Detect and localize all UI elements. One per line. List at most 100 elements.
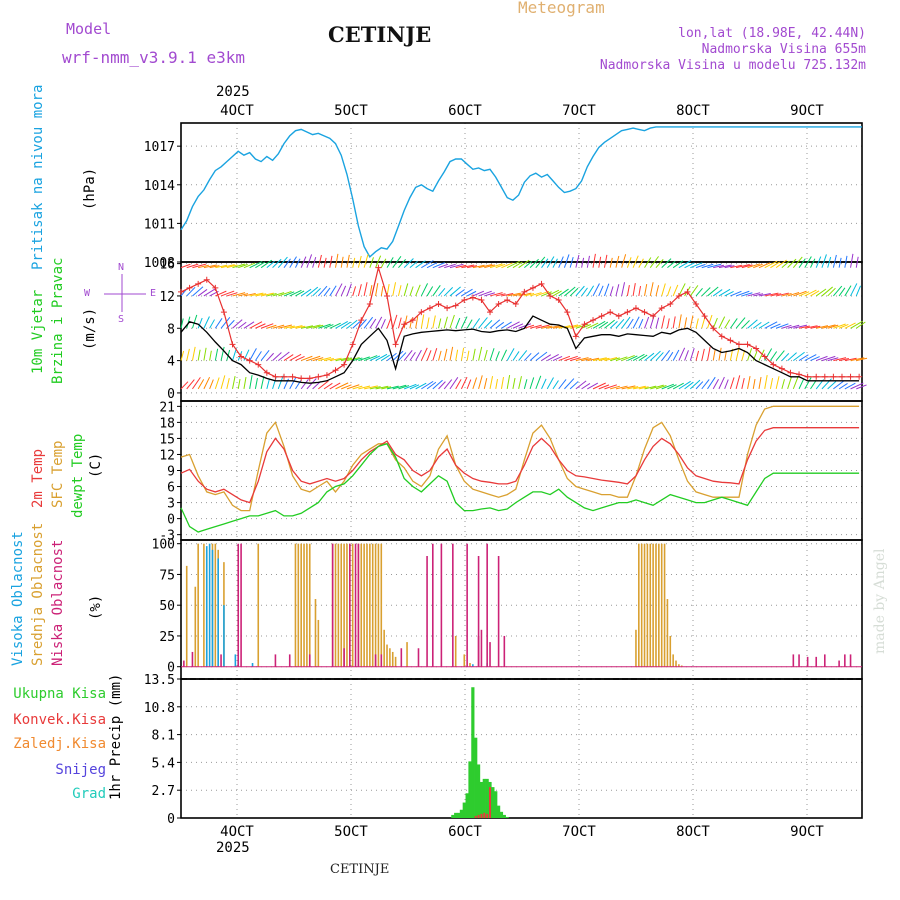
wind-barb [570, 357, 581, 362]
wind-barb [472, 290, 485, 297]
gust-marker [667, 301, 674, 308]
legend-graupel: Grad [72, 786, 106, 802]
wind-barb [518, 292, 532, 297]
wind-barb [644, 352, 655, 361]
gust-marker [787, 369, 794, 376]
total-precip-bar [499, 811, 504, 818]
wind-barb [215, 290, 227, 297]
total-precip-bar [454, 812, 458, 818]
wind-barb [558, 288, 569, 297]
wind-barb [438, 263, 449, 269]
wind-barb [661, 258, 672, 269]
wind-barb [650, 384, 664, 390]
wind-label-2: Brzina i Pravac [50, 257, 66, 384]
gust-marker [504, 296, 511, 303]
gust-marker [744, 341, 751, 348]
wind-barb [214, 318, 223, 329]
temp-label-sfc: SFC Temp [50, 440, 66, 508]
wind-barb [741, 292, 753, 297]
gust-marker [306, 375, 313, 382]
top-year-label: 2025 [216, 84, 250, 100]
wind-barb [604, 384, 617, 390]
tick-label-temp-4: 9 [167, 465, 175, 480]
wind-barb [821, 324, 836, 329]
gust-marker [813, 373, 820, 380]
gust-marker [624, 309, 631, 316]
wind-barb [615, 318, 625, 329]
conv-precip-bar [483, 812, 486, 818]
wind-barb [483, 378, 488, 389]
wind-barb [609, 257, 613, 268]
total-precip-bar [471, 687, 475, 818]
wind-barb [501, 292, 514, 297]
wind-barb [260, 323, 274, 329]
wind-barb [266, 324, 277, 329]
wind-barb [432, 262, 445, 269]
tick-label-wind-1: 12 [159, 290, 175, 305]
wind-barb [249, 260, 263, 269]
wind-barb [770, 323, 781, 329]
wind-barb [524, 324, 535, 329]
wind-barb [203, 347, 207, 361]
wind-barb [478, 290, 492, 297]
wind-barb [741, 264, 753, 269]
wind-barb [678, 380, 691, 390]
legend-frozen-rain: Zaledj.Kisa [13, 736, 106, 752]
wind-barb [712, 379, 719, 390]
wind-barb [672, 382, 684, 390]
wind-barb [810, 356, 820, 362]
wind-barb [769, 377, 774, 389]
wind-barb [191, 314, 198, 329]
wind-barb [398, 352, 407, 361]
wind-barb [810, 258, 816, 268]
wind-barb [575, 357, 589, 362]
wind-barb [621, 354, 635, 362]
day-label-top-2: 6OCT [448, 103, 482, 119]
wind-barb [317, 254, 322, 268]
gust-marker [418, 309, 425, 316]
wind-barb [209, 350, 212, 361]
wind-barb [249, 292, 264, 297]
wind-barb [500, 376, 505, 389]
wind-barb [438, 350, 442, 361]
wind-barb [467, 265, 478, 269]
model-altitude-label: Nadmorska Visina u modelu 725.132m [599, 58, 866, 73]
gust-marker [521, 288, 528, 295]
wind-barb [426, 381, 437, 390]
wind-barb [180, 263, 191, 269]
wind-barb [375, 385, 389, 390]
wind-barb [197, 379, 205, 390]
wind-barb [506, 260, 520, 269]
wind-barb [438, 381, 446, 390]
wind-barb [272, 352, 282, 361]
wind-barb [432, 285, 441, 297]
wind-barb [581, 382, 591, 390]
wind-barb [581, 358, 592, 362]
gust-marker [590, 317, 597, 324]
wind-barb [380, 258, 387, 268]
wind-barb [855, 321, 866, 329]
tick-label-cloud-3: 25 [159, 630, 175, 645]
wind-barb [449, 377, 459, 390]
gust-marker [220, 309, 227, 316]
wind-barb [283, 258, 291, 268]
wind-barb [770, 261, 781, 269]
wind-barb [575, 254, 580, 268]
wind-barb [855, 285, 862, 297]
wind-barb [512, 323, 524, 329]
wind-barb [581, 324, 592, 329]
wind-barb [243, 321, 255, 329]
wind-barb [672, 260, 684, 269]
wind-barb [558, 379, 567, 390]
wind-barb [672, 316, 676, 329]
wind-barb [787, 324, 800, 329]
wind-barb [832, 254, 837, 268]
wind-barb [523, 379, 528, 390]
legend-conv-rain: Konvek.Kisa [13, 712, 106, 728]
wind-barb [644, 284, 648, 297]
day-label-bottom-3: 7OCT [562, 824, 596, 840]
gust-marker [178, 288, 184, 295]
wind-barb [598, 384, 610, 390]
tick-label-wind-4: 0 [167, 387, 175, 402]
wind-barb [312, 256, 317, 268]
